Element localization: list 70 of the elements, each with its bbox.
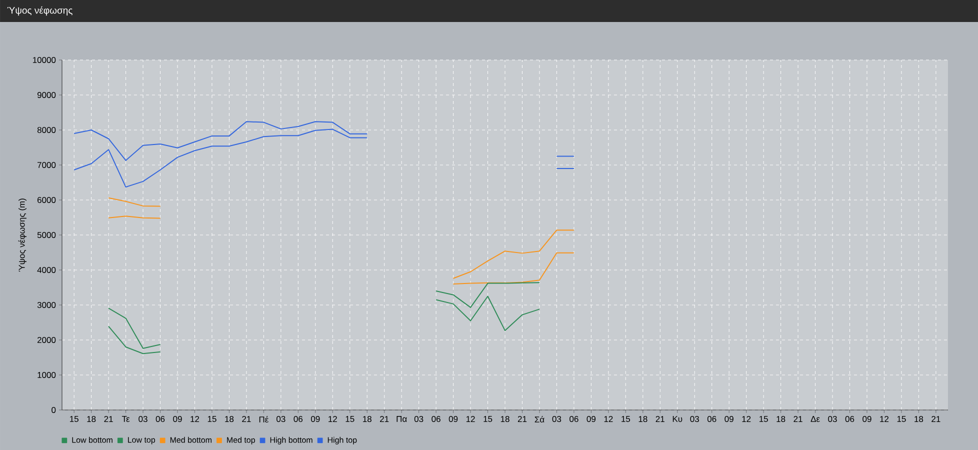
x-tick-label: 03 bbox=[276, 416, 286, 422]
x-tick-label: 09 bbox=[724, 416, 734, 422]
y-axis-title: Ύψος νέφωσης (m) bbox=[18, 198, 26, 272]
y-tick-label: 4000 bbox=[37, 266, 56, 273]
x-tick-label: 09 bbox=[173, 416, 182, 422]
x-tick-label: 06 bbox=[707, 416, 716, 422]
x-tick-label: 15 bbox=[759, 416, 768, 422]
legend-label: Low top bbox=[128, 437, 156, 444]
x-tick-label: 21 bbox=[104, 416, 113, 422]
x-tick-label: 06 bbox=[845, 416, 854, 422]
y-tick-label: 3000 bbox=[37, 302, 56, 308]
legend-label: High bottom bbox=[270, 436, 312, 444]
x-tick-label: 12 bbox=[880, 416, 889, 422]
x-tick-label: Πα bbox=[396, 416, 407, 422]
x-tick-label: 12 bbox=[604, 416, 613, 422]
y-tick-label: 2000 bbox=[37, 336, 56, 343]
x-tick-label: 03 bbox=[552, 416, 562, 422]
x-tick-label: 21 bbox=[794, 416, 802, 422]
legend-label: High top bbox=[328, 436, 357, 444]
x-tick-label: 18 bbox=[914, 416, 924, 422]
x-tick-label: 06 bbox=[294, 416, 303, 422]
x-tick-label: 03 bbox=[828, 416, 837, 422]
x-tick-label: 21 bbox=[380, 416, 389, 422]
x-tick-label: 18 bbox=[776, 416, 786, 422]
x-tick-label: 21 bbox=[518, 416, 527, 422]
x-tick-label: 03 bbox=[414, 416, 424, 422]
x-tick-label: Τε bbox=[122, 416, 130, 422]
x-tick-label: 15 bbox=[622, 416, 630, 422]
x-tick-label: 21 bbox=[656, 416, 664, 422]
x-tick-label: 12 bbox=[328, 416, 337, 422]
x-tick-label: 18 bbox=[500, 416, 510, 422]
x-tick-label: 09 bbox=[862, 416, 872, 422]
x-tick-label: 15 bbox=[346, 416, 354, 422]
y-tick-label: 1000 bbox=[38, 372, 56, 378]
x-tick-label: 09 bbox=[448, 416, 458, 422]
x-tick-label: 09 bbox=[311, 416, 320, 422]
x-tick-label: 15 bbox=[484, 416, 492, 422]
x-tick-label: 12 bbox=[742, 416, 751, 422]
x-tick-label: 03 bbox=[138, 416, 148, 422]
x-tick-label: 09 bbox=[586, 416, 596, 422]
x-tick-label: 15 bbox=[70, 416, 78, 422]
x-tick-label: 12 bbox=[466, 416, 475, 422]
x-tick-label: Σά bbox=[534, 416, 544, 422]
y-tick-label: 10000 bbox=[32, 56, 56, 63]
x-tick-label: Πέ bbox=[259, 416, 268, 422]
x-tick-label: 06 bbox=[156, 416, 165, 422]
x-tick-label: 18 bbox=[363, 416, 372, 422]
x-tick-label: 15 bbox=[897, 416, 906, 422]
x-tick-label: 06 bbox=[570, 416, 578, 422]
y-tick-label: 6000 bbox=[38, 196, 56, 203]
y-tick-label: 7000 bbox=[38, 162, 56, 168]
x-tick-label: 03 bbox=[690, 416, 699, 422]
x-tick-label: Δε bbox=[810, 416, 820, 422]
legend-label: Med top bbox=[227, 436, 255, 444]
x-tick-label: 18 bbox=[87, 416, 96, 422]
x-tick-label: 15 bbox=[208, 416, 216, 422]
x-tick-label: Κυ bbox=[672, 416, 682, 422]
x-tick-label: 18 bbox=[638, 416, 648, 422]
x-tick-label: 18 bbox=[225, 416, 234, 422]
y-tick-label: 5000 bbox=[37, 232, 56, 238]
x-tick-label: 21 bbox=[242, 416, 251, 422]
x-tick-label: 06 bbox=[432, 416, 440, 422]
y-tick-label: 0 bbox=[52, 406, 56, 413]
x-tick-label: 21 bbox=[932, 416, 940, 422]
legend-label: Low bottom bbox=[72, 436, 112, 443]
chart-title: Ύψος νέφωσης bbox=[7, 6, 72, 16]
y-tick-label: 9000 bbox=[37, 92, 56, 98]
legend-label: Med bottom bbox=[170, 436, 212, 443]
y-tick-label: 8000 bbox=[37, 126, 56, 133]
x-tick-label: 12 bbox=[190, 416, 200, 422]
